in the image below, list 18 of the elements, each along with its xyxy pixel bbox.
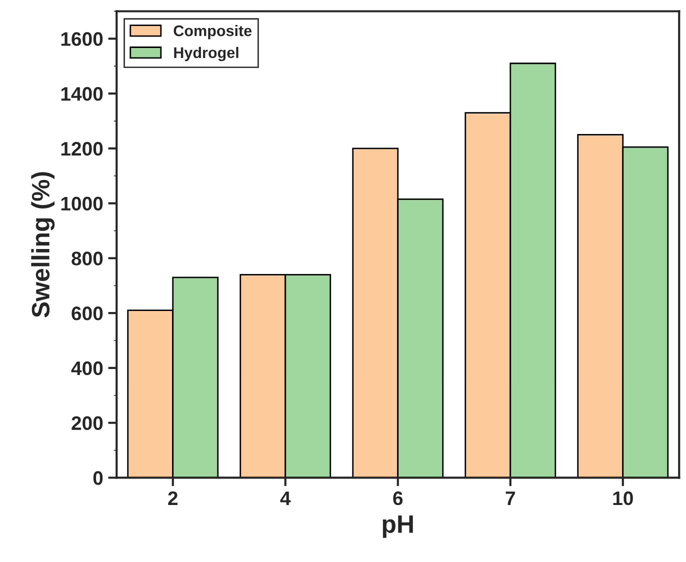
legend-label: Hydrogel xyxy=(174,46,238,62)
y-tick-label: 1000 xyxy=(61,196,103,211)
y-tick-label: 800 xyxy=(72,252,103,266)
y-tick-label: 1200 xyxy=(61,142,103,156)
x-tick-label: 10 xyxy=(613,491,633,506)
y-tick-label: 0 xyxy=(93,471,103,485)
x-tick-label: 2 xyxy=(168,491,178,505)
x-axis-title: pH xyxy=(382,515,413,538)
y-tick-label: 600 xyxy=(72,306,103,320)
x-tick-label: 4 xyxy=(280,492,291,505)
y-tick-label: 200 xyxy=(72,416,103,430)
y-tick-label: 1600 xyxy=(61,32,103,46)
y-tick-label: 1400 xyxy=(61,87,103,101)
x-tick-label: 6 xyxy=(393,491,403,506)
y-axis-title: Swelling (%) xyxy=(31,172,55,318)
legend-label: Composite xyxy=(174,24,252,40)
y-tick-label: 400 xyxy=(71,361,103,376)
x-tick-label: 7 xyxy=(506,492,515,505)
